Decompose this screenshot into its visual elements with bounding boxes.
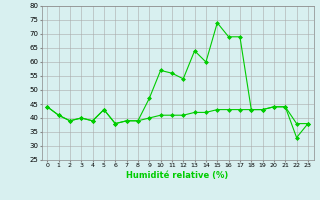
X-axis label: Humidité relative (%): Humidité relative (%) — [126, 171, 229, 180]
